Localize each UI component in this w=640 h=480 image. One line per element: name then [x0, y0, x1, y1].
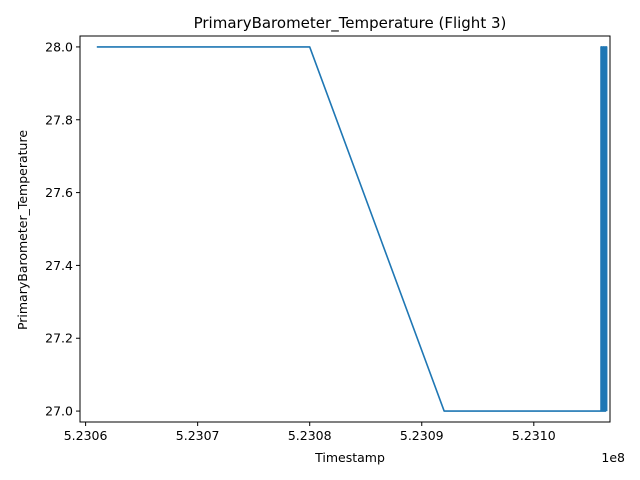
plot-frame — [79, 35, 611, 423]
axes: 5.2306 5.2307 5.2308 5.2309 5.2310 27.0 27.2 27… — [45, 35, 611, 443]
y-tick-label: 27.0 — [45, 404, 73, 419]
y-tick-label: 28.0 — [45, 39, 73, 54]
chart-title: PrimaryBarometer_Temperature (Flight 3) — [194, 14, 507, 33]
x-tick-label: 5.2306 — [64, 428, 108, 443]
y-axis-label: PrimaryBarometer_Temperature — [15, 130, 30, 330]
x-offset-label: 1e8 — [601, 450, 625, 465]
x-tick-label: 5.2310 — [512, 428, 556, 443]
series-line-0 — [96, 46, 608, 412]
x-tick-label: 5.2308 — [288, 428, 332, 443]
y-tick-label: 27.8 — [45, 112, 73, 127]
plot-area — [96, 46, 608, 412]
y-tick-label: 27.6 — [45, 185, 73, 200]
x-tick-label: 5.2307 — [176, 428, 220, 443]
x-axis-label: Timestamp — [314, 450, 385, 465]
y-tick-label: 27.2 — [45, 331, 73, 346]
x-tick-label: 5.2309 — [400, 428, 444, 443]
y-tick-label: 27.4 — [45, 258, 73, 273]
